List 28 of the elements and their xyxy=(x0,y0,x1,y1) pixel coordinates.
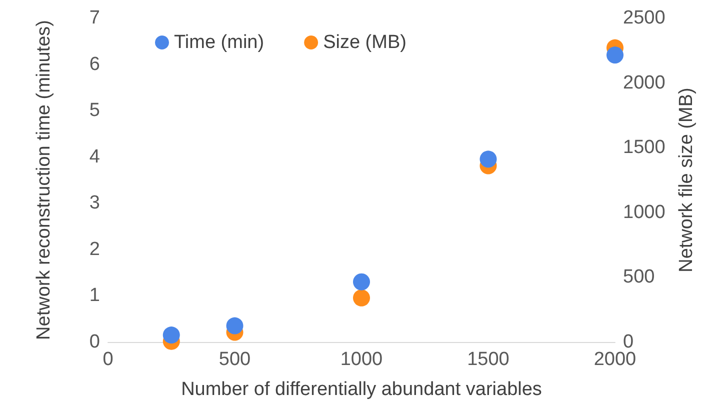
point xyxy=(480,150,497,168)
x-tick-label: 1000 xyxy=(340,349,383,370)
point xyxy=(226,317,244,334)
legend-label: Size (MB) xyxy=(323,32,406,53)
x-axis-title: Number of differentially abundant variables xyxy=(181,379,542,400)
point xyxy=(353,289,370,306)
y2-tick-label: 1000 xyxy=(623,202,666,223)
y2-tick-label: 2500 xyxy=(623,8,666,28)
y-tick-label: 3 xyxy=(89,192,100,214)
y-axis-title: Network reconstruction time (minutes) xyxy=(34,20,54,340)
y-tick-label: 4 xyxy=(89,146,100,168)
y-tick-label: 7 xyxy=(89,8,100,28)
point xyxy=(353,273,370,290)
point xyxy=(606,46,624,64)
y2-tick-label: 500 xyxy=(623,266,655,288)
x-tick-label: 0 xyxy=(102,349,114,370)
legend-label: Time (min) xyxy=(174,32,264,53)
y2-tick-label: 1500 xyxy=(623,137,666,158)
x-tick-label: 500 xyxy=(218,349,251,370)
y-tick-label: 1 xyxy=(89,285,100,306)
y-tick-label: 6 xyxy=(89,54,100,75)
point xyxy=(162,326,180,344)
y-tick-label: 2 xyxy=(89,238,100,260)
y2-axis-title: Network file size (MB) xyxy=(676,88,697,272)
y-tick-label: 0 xyxy=(89,332,100,352)
y-tick-label: 5 xyxy=(89,100,100,122)
y2-tick-label: 2000 xyxy=(623,72,666,94)
x-tick-label: 1500 xyxy=(467,349,510,370)
